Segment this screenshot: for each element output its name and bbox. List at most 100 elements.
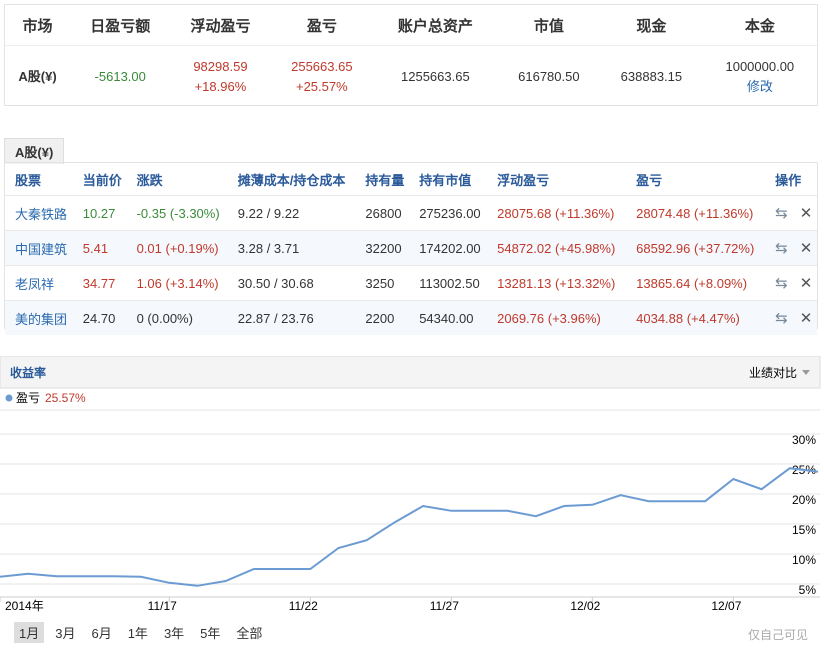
cell-text: A股(¥) — [18, 69, 57, 84]
delete-icon[interactable]: ✕ — [799, 205, 813, 222]
column-header: 盈亏 — [636, 172, 663, 188]
holding-cell: 113002.50 — [409, 265, 488, 301]
holding-cell[interactable]: 中国建筑 — [5, 230, 73, 266]
trade-icon[interactable]: ⇆ — [775, 275, 788, 292]
column-header: 涨跌 — [136, 172, 163, 188]
column-header: 操作 — [775, 172, 802, 188]
summary-table: 市场 日盈亏额 浮动盈亏 盈亏 账户总资产 市值 现金 本金 A股(¥) -5613.00 9829… — [5, 5, 817, 108]
x-tick-label: 12/07 — [711, 599, 741, 613]
column-header: 本金 — [702, 5, 817, 46]
actions: ⇆ ✕ — [765, 230, 817, 266]
range-bar: 1月 3月 6月 1年 3年 5年 全部 — [14, 622, 273, 643]
holding-cell: 275236.00 — [409, 195, 488, 231]
compare-button[interactable]: 业绩对比 — [749, 366, 797, 380]
range-button[interactable]: 全部 — [236, 626, 263, 641]
summary-cell: 1000000.00 修改 — [702, 45, 817, 108]
summary-cell: 98298.59 +18.96% — [170, 45, 271, 108]
trade-icon[interactable]: ⇆ — [775, 205, 788, 222]
x-tick-label: 11/17 — [148, 599, 177, 613]
range-button[interactable]: 1年 — [127, 626, 148, 641]
column-header: 市场 — [5, 5, 71, 46]
delete-icon[interactable]: ✕ — [799, 310, 813, 327]
market-tab[interactable]: A股(¥) — [4, 138, 65, 164]
y-tick-label: 20% — [792, 493, 816, 507]
holding-cell: 5.41 — [72, 230, 127, 266]
holding-cell: 24.70 — [72, 300, 127, 335]
column-header: 持有量 — [365, 172, 405, 188]
column-header: 持有市值 — [419, 172, 472, 188]
column-header: 盈亏 — [270, 5, 374, 46]
holding-cell: 1.06 (+3.14%) — [126, 265, 228, 301]
range-button[interactable]: 1月 — [14, 622, 45, 643]
column-header: 股票 — [15, 172, 42, 188]
trade-icon[interactable]: ⇆ — [775, 240, 788, 257]
delete-icon[interactable]: ✕ — [799, 240, 813, 257]
series-line — [0, 467, 819, 587]
cell-text: +25.57% — [295, 79, 348, 94]
column-header: 浮动盈亏 — [170, 5, 271, 46]
holding-cell: 3250 — [355, 265, 410, 301]
y-tick-label: 10% — [792, 553, 816, 567]
holding-cell: 0.01 (+0.19%) — [126, 230, 228, 266]
holding-cell: 13281.13 (+13.32%) — [487, 265, 627, 301]
cell-text: 1255663.65 — [401, 69, 470, 84]
actions: ⇆ ✕ — [765, 195, 817, 231]
y-tick-label: 30% — [792, 433, 816, 447]
holding-cell: 30.50 / 30.68 — [227, 265, 356, 301]
holding-cell: 68592.96 (+37.72%) — [626, 230, 766, 266]
cell-text: 98298.59 — [193, 59, 248, 74]
summary-cell: A股(¥) — [5, 45, 71, 108]
column-header: 市值 — [497, 5, 601, 46]
holding-cell: 174202.00 — [409, 230, 488, 266]
legend-label: 盈亏 — [16, 391, 40, 405]
range-button[interactable]: 3年 — [163, 626, 185, 641]
range-button[interactable]: 3月 — [55, 626, 76, 641]
actions: ⇆ ✕ — [765, 265, 817, 301]
header-row: 市场 日盈亏额 浮动盈亏 盈亏 账户总资产 市值 现金 本金 — [5, 5, 817, 46]
range-button[interactable]: 5年 — [200, 626, 221, 641]
holding-cell: 22.87 / 23.76 — [227, 300, 356, 335]
holding-cell: -0.35 (-3.30%) — [126, 195, 228, 231]
x-tick-label: 11/27 — [430, 599, 459, 613]
column-header: 摊薄成本/持仓成本 — [237, 172, 346, 188]
range-button[interactable]: 6月 — [91, 626, 112, 641]
holding-cell[interactable]: 老凤祥 — [5, 265, 73, 301]
trade-icon[interactable]: ⇆ — [775, 310, 788, 327]
holding-cell: 26800 — [355, 195, 410, 231]
column-header: 当前价 — [82, 172, 122, 188]
column-header: 日盈亏额 — [70, 5, 171, 46]
legend-value: 25.57% — [45, 391, 86, 405]
summary-cell: 1255663.65 — [373, 45, 498, 108]
holding-cell: 0 (0.00%) — [126, 300, 228, 335]
holding-cell: 2069.76 (+3.96%) — [487, 300, 627, 335]
holding-cell: 13865.64 (+8.09%) — [626, 265, 766, 301]
holding-cell: 34.77 — [72, 265, 127, 301]
cell-text[interactable]: 修改 — [746, 79, 773, 94]
cell-text: 616780.50 — [518, 69, 580, 84]
column-header: 浮动盈亏 — [497, 172, 550, 188]
holding-row: 大秦铁路 10.27 -0.35 (-3.30%) 9.22 / 9.22 26800 2… — [5, 195, 817, 231]
holding-cell: 54340.00 — [409, 300, 488, 335]
x-tick-label: 11/22 — [289, 599, 318, 613]
holding-cell: 28075.68 (+11.36%) — [487, 195, 627, 231]
holding-cell: 3.28 / 3.71 — [227, 230, 356, 266]
summary-cell: 616780.50 — [497, 45, 601, 108]
chart-header — [0, 356, 821, 389]
column-header: 现金 — [600, 5, 703, 46]
cell-text: 255663.65 — [291, 59, 353, 74]
holding-cell: 2200 — [355, 300, 410, 335]
holding-row: 中国建筑 5.41 0.01 (+0.19%) 3.28 / 3.71 32200 174… — [5, 230, 817, 266]
chart: 收益率 业绩对比 盈亏 25.57%5%10%15%20%25%30%2014年 1… — [0, 356, 821, 613]
holding-cell[interactable]: 美的集团 — [5, 300, 73, 335]
holding-cell: 28074.48 (+11.36%) — [626, 195, 766, 231]
delete-icon[interactable]: ✕ — [799, 275, 813, 292]
summary-cell: 255663.65 +25.57% — [270, 45, 374, 108]
column-header: 账户总资产 — [373, 5, 498, 46]
y-tick-label: 15% — [792, 523, 816, 537]
holding-cell: 10.27 — [72, 195, 127, 231]
dropdown-icon — [802, 370, 810, 375]
holding-cell[interactable]: 大秦铁路 — [5, 195, 73, 231]
cell-text: 638883.15 — [620, 69, 683, 84]
summary-row: A股(¥) -5613.00 98298.59 +18.96% 255663.65 +25… — [5, 45, 817, 108]
chart-title: 收益率 — [10, 365, 46, 380]
